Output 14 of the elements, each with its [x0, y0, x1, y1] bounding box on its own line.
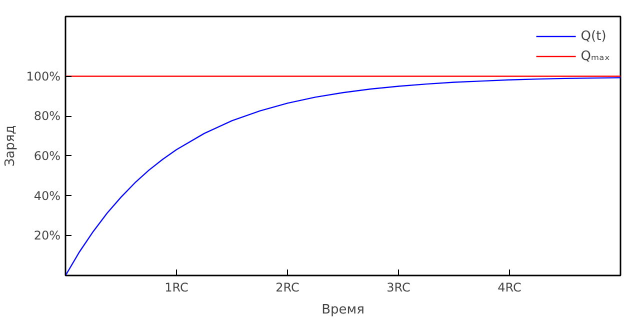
- y-tick-label: 60%: [34, 148, 60, 163]
- y-tick-label: 100%: [26, 69, 61, 84]
- x-tick-label: 4RC: [498, 280, 522, 294]
- x-tick-label: 3RC: [386, 280, 410, 294]
- legend-label: Qₘₐₓ: [580, 48, 610, 64]
- y-axis-title: Заряд: [3, 125, 18, 167]
- x-tick-label: 2RC: [276, 280, 300, 294]
- y-tick-label: 80%: [34, 109, 60, 124]
- legend-label: Q(t): [580, 28, 606, 44]
- x-tick-label: 1RC: [164, 280, 188, 294]
- line-series: [66, 77, 620, 276]
- y-tick-label: 20%: [34, 228, 60, 243]
- y-tick-label: 40%: [34, 188, 60, 203]
- x-axis-title: Время: [322, 302, 364, 318]
